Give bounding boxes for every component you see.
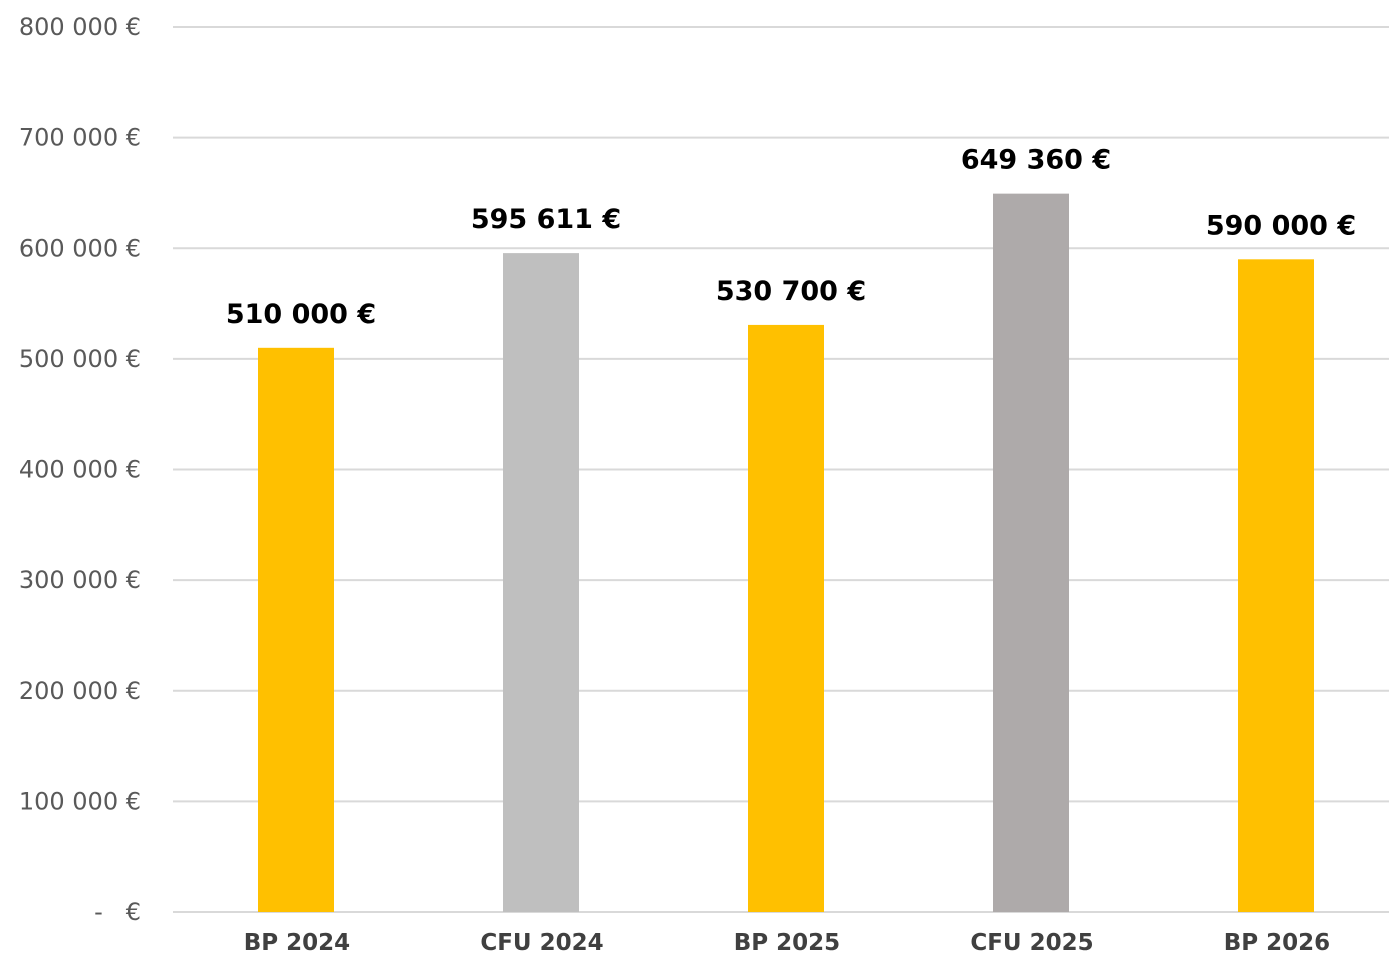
data-label: 649 360 € bbox=[961, 145, 1111, 176]
bar bbox=[1238, 259, 1314, 912]
x-tick-label: CFU 2024 bbox=[480, 930, 603, 954]
bar bbox=[503, 253, 579, 912]
y-tick-label: 800 000 € bbox=[19, 13, 141, 41]
data-labels: 510 000 € 595 611 € 530 700 € 649 360 € 590 … bbox=[226, 145, 1356, 330]
y-axis-tick-labels: - € 100 000 € 200 000 € 300 000 € 400 000 € 5… bbox=[19, 13, 141, 926]
x-tick-label: BP 2025 bbox=[734, 930, 840, 954]
bar bbox=[258, 347, 334, 912]
bar bbox=[993, 193, 1069, 912]
data-label: 590 000 € bbox=[1206, 210, 1356, 241]
bars bbox=[258, 193, 1314, 913]
y-tick-label: 400 000 € bbox=[19, 456, 141, 484]
x-tick-label: BP 2026 bbox=[1224, 930, 1330, 954]
x-axis-category-labels: BP 2024 CFU 2024 BP 2025 CFU 2025 BP 2026 bbox=[244, 930, 1330, 954]
data-label: 510 000 € bbox=[226, 299, 376, 330]
x-tick-label: BP 2024 bbox=[244, 930, 350, 954]
y-tick-label: - € bbox=[94, 898, 141, 926]
y-tick-label: 300 000 € bbox=[19, 566, 141, 594]
x-tick-label: CFU 2025 bbox=[970, 930, 1093, 954]
y-tick-label: 600 000 € bbox=[19, 234, 141, 262]
y-tick-label: 500 000 € bbox=[19, 345, 141, 373]
data-label: 595 611 € bbox=[471, 204, 621, 235]
data-label: 530 700 € bbox=[716, 276, 866, 307]
y-tick-label: 200 000 € bbox=[19, 677, 141, 705]
bar bbox=[748, 324, 824, 913]
y-tick-label: 100 000 € bbox=[19, 787, 141, 815]
y-tick-label: 700 000 € bbox=[19, 124, 141, 152]
